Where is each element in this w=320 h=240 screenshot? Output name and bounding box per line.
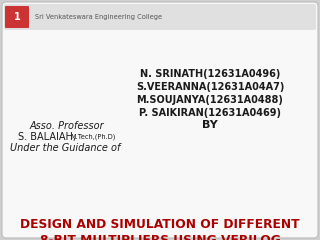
FancyBboxPatch shape (5, 6, 29, 28)
FancyBboxPatch shape (2, 2, 318, 238)
Text: P. SAIKIRAN(12631A0469): P. SAIKIRAN(12631A0469) (139, 108, 281, 118)
Text: M.Tech,(Ph.D): M.Tech,(Ph.D) (70, 134, 116, 140)
FancyBboxPatch shape (4, 4, 316, 30)
Text: Sri Venkateswara Engineering College: Sri Venkateswara Engineering College (35, 14, 162, 20)
Text: Under the Guidance of: Under the Guidance of (10, 143, 120, 153)
Text: S.VEERANNA(12631A04A7): S.VEERANNA(12631A04A7) (136, 82, 284, 92)
Text: S. BALAIAH,: S. BALAIAH, (18, 132, 76, 142)
Text: DESIGN AND SIMULATION OF DIFFERENT
8-BIT MULTIPLIERS USING VERILOG
CODE: DESIGN AND SIMULATION OF DIFFERENT 8-BIT… (20, 218, 300, 240)
Text: BY: BY (202, 120, 218, 130)
Text: M.SOUJANYA(12631A0488): M.SOUJANYA(12631A0488) (137, 95, 284, 105)
Text: Asso. Professor: Asso. Professor (30, 121, 105, 131)
Text: 1: 1 (14, 12, 20, 22)
Text: N. SRINATH(12631A0496): N. SRINATH(12631A0496) (140, 69, 280, 79)
